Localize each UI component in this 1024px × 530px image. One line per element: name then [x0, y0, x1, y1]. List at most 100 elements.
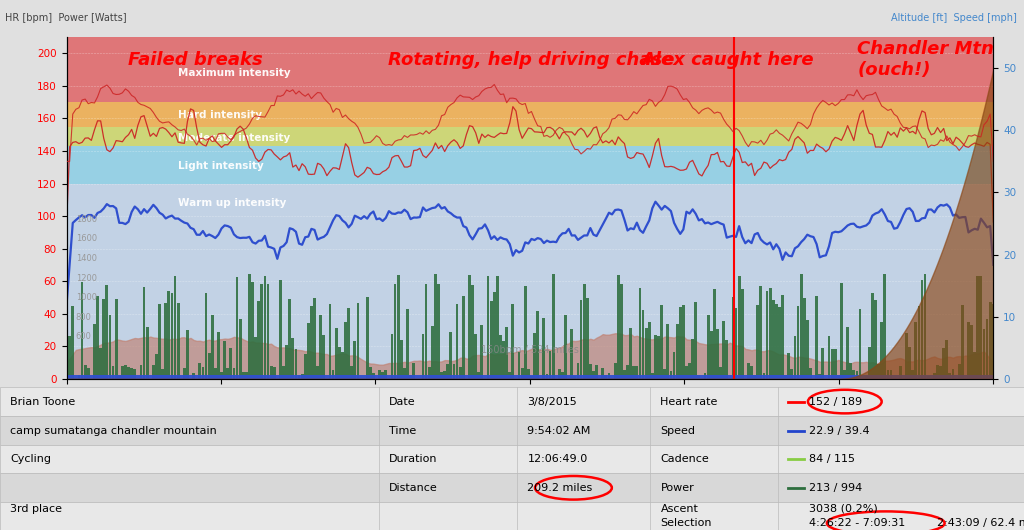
Bar	[480, 325, 483, 379]
Bar	[338, 347, 341, 379]
Text: 600: 600	[76, 332, 92, 341]
Bar	[527, 369, 529, 379]
Text: Date: Date	[389, 396, 416, 407]
Bar	[648, 322, 650, 379]
Bar	[933, 373, 936, 379]
Bar	[130, 368, 133, 379]
Bar	[378, 370, 381, 379]
Bar	[177, 303, 179, 379]
Bar	[980, 276, 982, 379]
Text: camp sumatanga chandler mountain: camp sumatanga chandler mountain	[10, 426, 217, 436]
Bar	[96, 296, 99, 379]
Text: 3rd place: 3rd place	[10, 504, 62, 514]
Bar	[630, 328, 632, 379]
Bar	[549, 351, 552, 379]
Bar	[918, 306, 921, 379]
Bar	[664, 369, 667, 379]
Bar	[601, 368, 604, 379]
Bar	[713, 289, 716, 379]
Bar	[397, 275, 399, 379]
Bar	[751, 366, 753, 379]
Bar	[67, 102, 993, 127]
Text: 1200: 1200	[76, 273, 97, 282]
Bar	[852, 370, 855, 379]
Bar	[887, 370, 889, 379]
Bar	[595, 365, 598, 379]
Bar	[425, 284, 427, 379]
Bar	[734, 308, 737, 379]
Text: Cadence: Cadence	[660, 454, 710, 464]
Text: Brian Toone: Brian Toone	[10, 396, 76, 407]
Bar	[957, 364, 961, 379]
Bar	[878, 364, 880, 379]
Bar	[493, 292, 496, 379]
Bar	[731, 297, 734, 379]
Bar	[413, 363, 415, 379]
Bar	[543, 317, 545, 379]
Bar	[865, 376, 867, 379]
Text: Ascent: Ascent	[660, 504, 698, 514]
Bar	[589, 364, 592, 379]
Bar	[289, 299, 291, 379]
Bar	[211, 315, 214, 379]
Bar	[552, 274, 555, 379]
Bar	[586, 298, 589, 379]
Bar	[366, 297, 369, 379]
Bar	[948, 373, 951, 379]
Text: 1800: 1800	[76, 215, 97, 224]
Bar	[942, 348, 945, 379]
Bar	[772, 300, 774, 379]
Bar	[803, 298, 806, 379]
Bar	[685, 366, 688, 379]
Bar	[193, 373, 195, 379]
Bar	[670, 370, 673, 379]
Text: Hard intensity: Hard intensity	[178, 110, 262, 120]
Bar	[651, 373, 653, 379]
Bar	[310, 306, 312, 379]
Bar	[607, 373, 610, 379]
Bar	[818, 375, 821, 379]
Bar	[161, 369, 164, 379]
Bar	[766, 291, 768, 379]
Bar	[837, 375, 840, 379]
Text: 1600: 1600	[76, 234, 97, 243]
Text: Power: Power	[660, 483, 694, 493]
Bar	[983, 329, 985, 379]
Bar	[295, 349, 297, 379]
Bar	[164, 303, 167, 379]
Bar	[450, 332, 453, 379]
Text: Moderate intensity: Moderate intensity	[178, 133, 290, 143]
Bar	[905, 333, 908, 379]
Bar	[319, 315, 323, 379]
Bar	[524, 286, 526, 379]
Text: Light intensity: Light intensity	[178, 161, 263, 171]
Bar	[279, 280, 282, 379]
Bar	[307, 323, 309, 379]
Bar	[806, 320, 809, 379]
Bar	[171, 293, 173, 379]
Bar	[781, 295, 784, 379]
Bar	[112, 366, 115, 379]
Bar	[67, 146, 993, 183]
Bar	[537, 311, 539, 379]
Text: 12:06:49.0: 12:06:49.0	[527, 454, 588, 464]
Bar	[286, 345, 288, 379]
Bar	[217, 332, 220, 379]
Bar	[577, 363, 580, 379]
Bar	[332, 370, 335, 379]
Text: 9:54:02 AM: 9:54:02 AM	[527, 426, 591, 436]
Bar	[0, 387, 1024, 416]
Bar	[437, 284, 440, 379]
Bar	[667, 324, 670, 379]
Bar	[390, 334, 393, 379]
Bar	[911, 370, 914, 379]
Bar	[133, 369, 136, 379]
Bar	[251, 282, 254, 379]
Bar	[99, 348, 102, 379]
Bar	[760, 286, 762, 379]
Bar	[81, 282, 83, 379]
Bar	[145, 327, 148, 379]
Bar	[697, 375, 700, 379]
Bar	[754, 375, 756, 379]
Bar	[453, 364, 456, 379]
